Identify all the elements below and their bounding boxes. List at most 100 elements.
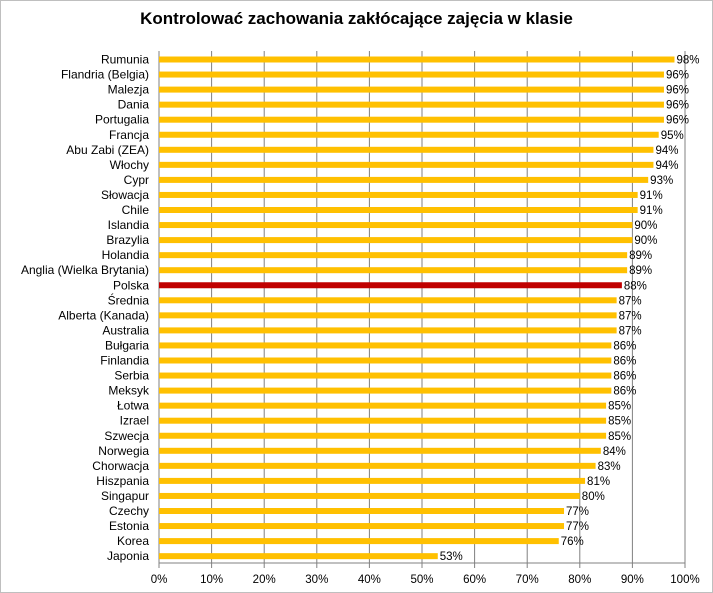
x-tick-label: 80% bbox=[568, 574, 591, 586]
bar-highlight bbox=[159, 282, 622, 289]
value-label: 84% bbox=[603, 446, 626, 458]
value-label: 80% bbox=[582, 491, 605, 503]
category-label: Korea bbox=[117, 534, 149, 548]
category-label: Islandia bbox=[108, 218, 150, 232]
chart-title: Kontrolować zachowania zakłócające zajęc… bbox=[140, 9, 573, 28]
x-tick-label: 30% bbox=[305, 574, 328, 586]
bar bbox=[159, 312, 617, 319]
value-label: 87% bbox=[619, 325, 642, 337]
value-label: 77% bbox=[566, 521, 589, 533]
category-label: Japonia bbox=[107, 549, 149, 563]
bar bbox=[159, 191, 638, 198]
bar bbox=[159, 402, 607, 409]
bar bbox=[159, 492, 580, 499]
x-tick-label: 70% bbox=[516, 574, 539, 586]
bar bbox=[159, 267, 628, 274]
bar bbox=[159, 553, 438, 560]
bar bbox=[159, 161, 654, 168]
category-label: Finlandia bbox=[100, 354, 149, 368]
category-label: Dania bbox=[118, 98, 150, 112]
bar bbox=[159, 146, 654, 153]
category-label: Anglia (Wielka Brytania) bbox=[21, 263, 149, 277]
value-label: 85% bbox=[608, 401, 631, 413]
value-label: 96% bbox=[666, 85, 689, 97]
grid-lines bbox=[158, 51, 686, 568]
bars bbox=[159, 56, 675, 560]
bar bbox=[159, 86, 664, 93]
bar bbox=[159, 207, 638, 213]
value-label: 77% bbox=[566, 506, 589, 518]
bar bbox=[159, 462, 596, 469]
value-label: 83% bbox=[598, 461, 621, 473]
category-label: Brazylia bbox=[106, 233, 149, 247]
category-label: Serbia bbox=[114, 369, 149, 383]
bar bbox=[159, 252, 628, 259]
category-label: Cypr bbox=[124, 173, 149, 187]
category-label: Rumunia bbox=[101, 53, 149, 67]
category-label: Czechy bbox=[109, 504, 149, 518]
value-label: 89% bbox=[629, 250, 652, 262]
category-label: Abu Zabi (ZEA) bbox=[66, 143, 149, 157]
bar bbox=[159, 372, 612, 379]
category-label: Flandria (Belgia) bbox=[61, 68, 149, 82]
category-label: Estonia bbox=[109, 519, 149, 533]
value-label: 91% bbox=[640, 190, 663, 202]
value-label: 76% bbox=[561, 536, 584, 548]
category-label: Polska bbox=[113, 278, 149, 292]
x-tick-label: 50% bbox=[410, 574, 433, 586]
bar bbox=[159, 131, 659, 138]
bar bbox=[159, 176, 649, 183]
bar bbox=[159, 342, 612, 349]
value-label: 94% bbox=[655, 160, 678, 172]
x-tick-label: 10% bbox=[200, 574, 223, 586]
x-tick-label: 100% bbox=[670, 574, 699, 586]
value-label: 91% bbox=[640, 205, 663, 217]
category-label: Bułgaria bbox=[105, 338, 149, 352]
bar bbox=[159, 538, 559, 545]
value-label: 86% bbox=[613, 340, 636, 352]
value-label: 96% bbox=[666, 115, 689, 127]
value-label: 85% bbox=[608, 416, 631, 428]
category-label: Australia bbox=[102, 323, 149, 337]
value-label: 89% bbox=[629, 265, 652, 277]
bar bbox=[159, 327, 617, 334]
value-label: 87% bbox=[619, 310, 642, 322]
value-label: 98% bbox=[676, 55, 699, 67]
category-label: Słowacja bbox=[101, 188, 149, 202]
value-label: 96% bbox=[666, 70, 689, 82]
value-label: 94% bbox=[655, 145, 678, 157]
category-label: Francja bbox=[109, 128, 149, 142]
value-label: 86% bbox=[613, 371, 636, 383]
category-label: Alberta (Kanada) bbox=[58, 308, 149, 322]
bar bbox=[159, 116, 664, 123]
value-label: 88% bbox=[624, 280, 647, 292]
value-label: 87% bbox=[619, 295, 642, 307]
bar bbox=[159, 477, 586, 484]
bar bbox=[159, 508, 565, 514]
value-label: 86% bbox=[613, 386, 636, 398]
bar bbox=[159, 432, 607, 439]
category-label: Meksyk bbox=[108, 384, 150, 398]
bar bbox=[159, 222, 633, 229]
category-label: Hiszpania bbox=[96, 474, 149, 488]
category-label: Singapur bbox=[101, 489, 149, 503]
value-label: 95% bbox=[661, 130, 684, 142]
category-label: Chorwacja bbox=[92, 459, 149, 473]
category-label: Chile bbox=[122, 203, 150, 217]
category-label: Włochy bbox=[110, 158, 149, 172]
category-label: Szwecja bbox=[104, 429, 149, 443]
value-label: 90% bbox=[634, 235, 657, 247]
bar bbox=[159, 523, 565, 530]
value-label: 85% bbox=[608, 431, 631, 443]
x-tick-label: 20% bbox=[253, 574, 276, 586]
value-label: 53% bbox=[440, 551, 463, 563]
category-label: Izrael bbox=[120, 414, 149, 428]
x-tick-label: 0% bbox=[151, 574, 168, 586]
bar bbox=[159, 417, 607, 424]
value-label: 93% bbox=[650, 175, 673, 187]
category-label: Portugalia bbox=[95, 113, 149, 127]
category-label: Holandia bbox=[102, 248, 150, 262]
category-label: Malezja bbox=[108, 83, 150, 97]
